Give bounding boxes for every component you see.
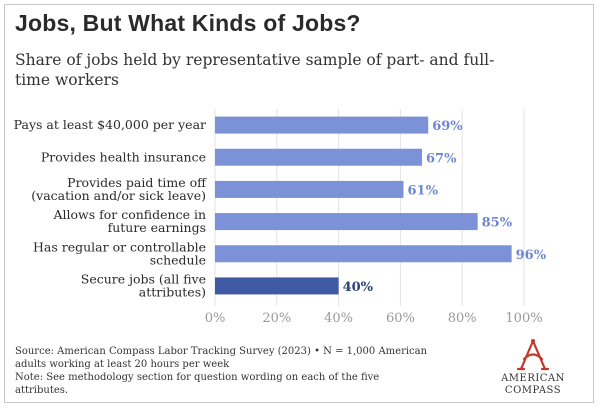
source-note: Source: American Compass Labor Tracking … — [15, 346, 428, 370]
x-axis-ticks: 0% 20% 40% 60% 80% 100% — [205, 311, 543, 326]
value-label: 61% — [407, 183, 438, 198]
x-tick-label: 80% — [448, 311, 477, 326]
category-label: Provides paid time off (vacation and/or s… — [31, 175, 207, 203]
category-label: Allows for confidence in future earnings — [52, 207, 206, 235]
value-labels: 69% 67% 61% 85% 96% 40% — [343, 119, 547, 295]
bar — [215, 245, 512, 263]
gridlines — [214, 109, 525, 306]
category-label: Has regular or controllable schedule — [33, 239, 206, 267]
x-tick-label: 100% — [505, 311, 542, 326]
chart-subtitle: Share of jobs held by representative sam… — [15, 51, 495, 89]
x-tick-label: 20% — [262, 311, 291, 326]
category-label: Pays at least $40,000 per year — [14, 117, 206, 132]
american-compass-logo: AMERICAN COMPASS — [488, 338, 578, 398]
logo-line1: AMERICAN — [501, 373, 565, 384]
value-label: 69% — [432, 119, 463, 134]
bar — [215, 180, 404, 198]
x-tick-label: 0% — [205, 311, 226, 326]
value-label: 85% — [482, 216, 513, 231]
bars — [215, 116, 512, 295]
x-tick-label: 40% — [324, 311, 353, 326]
bar — [215, 116, 429, 134]
value-label: 67% — [426, 151, 457, 166]
category-label: Provides health insurance — [41, 149, 206, 164]
bar — [215, 213, 478, 231]
bar — [215, 148, 423, 166]
methodology-note: Note: See methodology section for questi… — [15, 372, 380, 396]
chart-title: Jobs, But What Kinds of Jobs? — [15, 10, 361, 36]
category-labels: Pays at least $40,000 per year Provides h… — [14, 117, 207, 299]
category-label: Secure jobs (all five attributes) — [81, 271, 206, 299]
x-tick-label: 60% — [386, 311, 415, 326]
value-label: 96% — [516, 248, 547, 263]
bar — [215, 277, 339, 295]
compass-a-icon — [516, 339, 550, 371]
logo-line2: COMPASS — [504, 385, 562, 396]
value-label: 40% — [343, 280, 374, 295]
chart-frame — [4, 4, 594, 403]
footer: Source: American Compass Labor Tracking … — [15, 345, 435, 397]
